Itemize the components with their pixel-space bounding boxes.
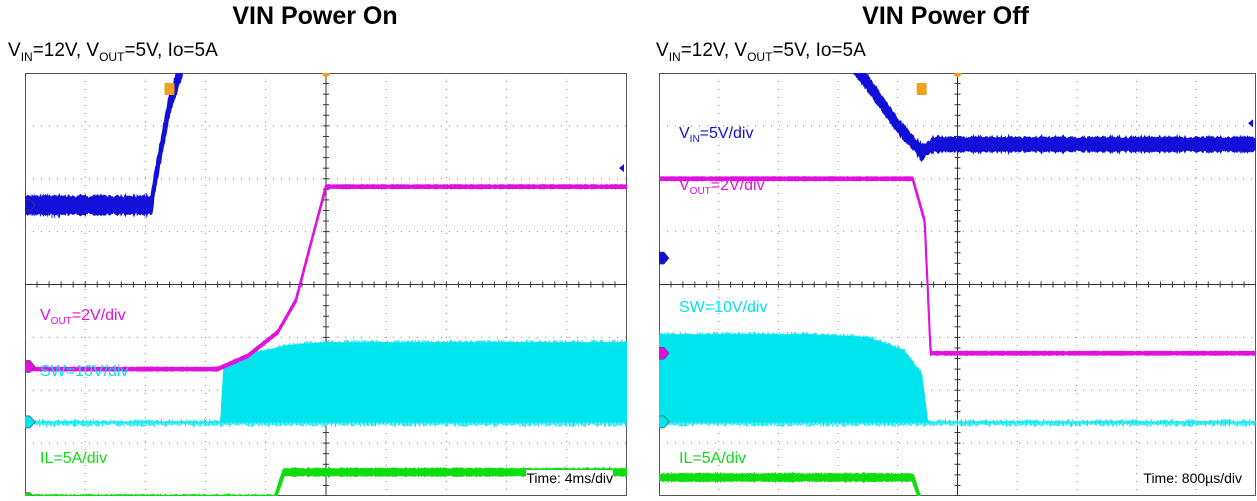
scope-display: VIN=5V/div VOUT=2V/div SW=10V/div IL=5A/…: [23, 0, 628, 501]
vout-label: VOUT=2V/div: [679, 177, 765, 198]
ref-arrow: [1248, 119, 1253, 128]
test-conditions: VIN=12V, VOUT=5V, Io=5A: [656, 40, 866, 64]
il-label: IL=5A/div: [40, 450, 108, 467]
sw-label: SW=10V/div: [679, 299, 768, 316]
test-conditions: VIN=12V, VOUT=5V, Io=5A: [8, 40, 218, 64]
chart-title: VIN Power On: [232, 2, 398, 30]
chart-title: VIN Power Off: [862, 2, 1029, 30]
il-trace: [658, 471, 1257, 501]
trigger-marker: [916, 83, 927, 95]
channel-1-marker: [657, 251, 670, 265]
channel-2-marker: [23, 415, 36, 429]
ref-arrow: [619, 164, 624, 173]
time-division: Time: 4ms/div: [526, 470, 613, 486]
il-label: IL=5A/div: [679, 450, 747, 467]
trigger-position-marker: [953, 69, 962, 77]
vin-label: VIN=5V/div: [40, 201, 115, 222]
scope-display: VIN=5V/div VOUT=2V/div SW=10V/div IL=5A/…: [657, 20, 1257, 501]
trigger-marker: [164, 83, 175, 95]
power-on-panel: VIN Power On VIN=12V, VOUT=5V, Io=5A VIN…: [0, 0, 630, 501]
power-off-panel: VIN Power Off VIN=12V, VOUT=5V, Io=5A VI…: [634, 0, 1257, 501]
time-division: Time: 800µs/div: [1143, 470, 1242, 486]
vin-label: VIN=5V/div: [679, 125, 754, 146]
sw-label: SW=10V/div: [40, 363, 129, 380]
vout-label: VOUT=2V/div: [40, 307, 126, 328]
trigger-position-marker: [322, 69, 330, 77]
scope-plot: [23, 0, 628, 501]
